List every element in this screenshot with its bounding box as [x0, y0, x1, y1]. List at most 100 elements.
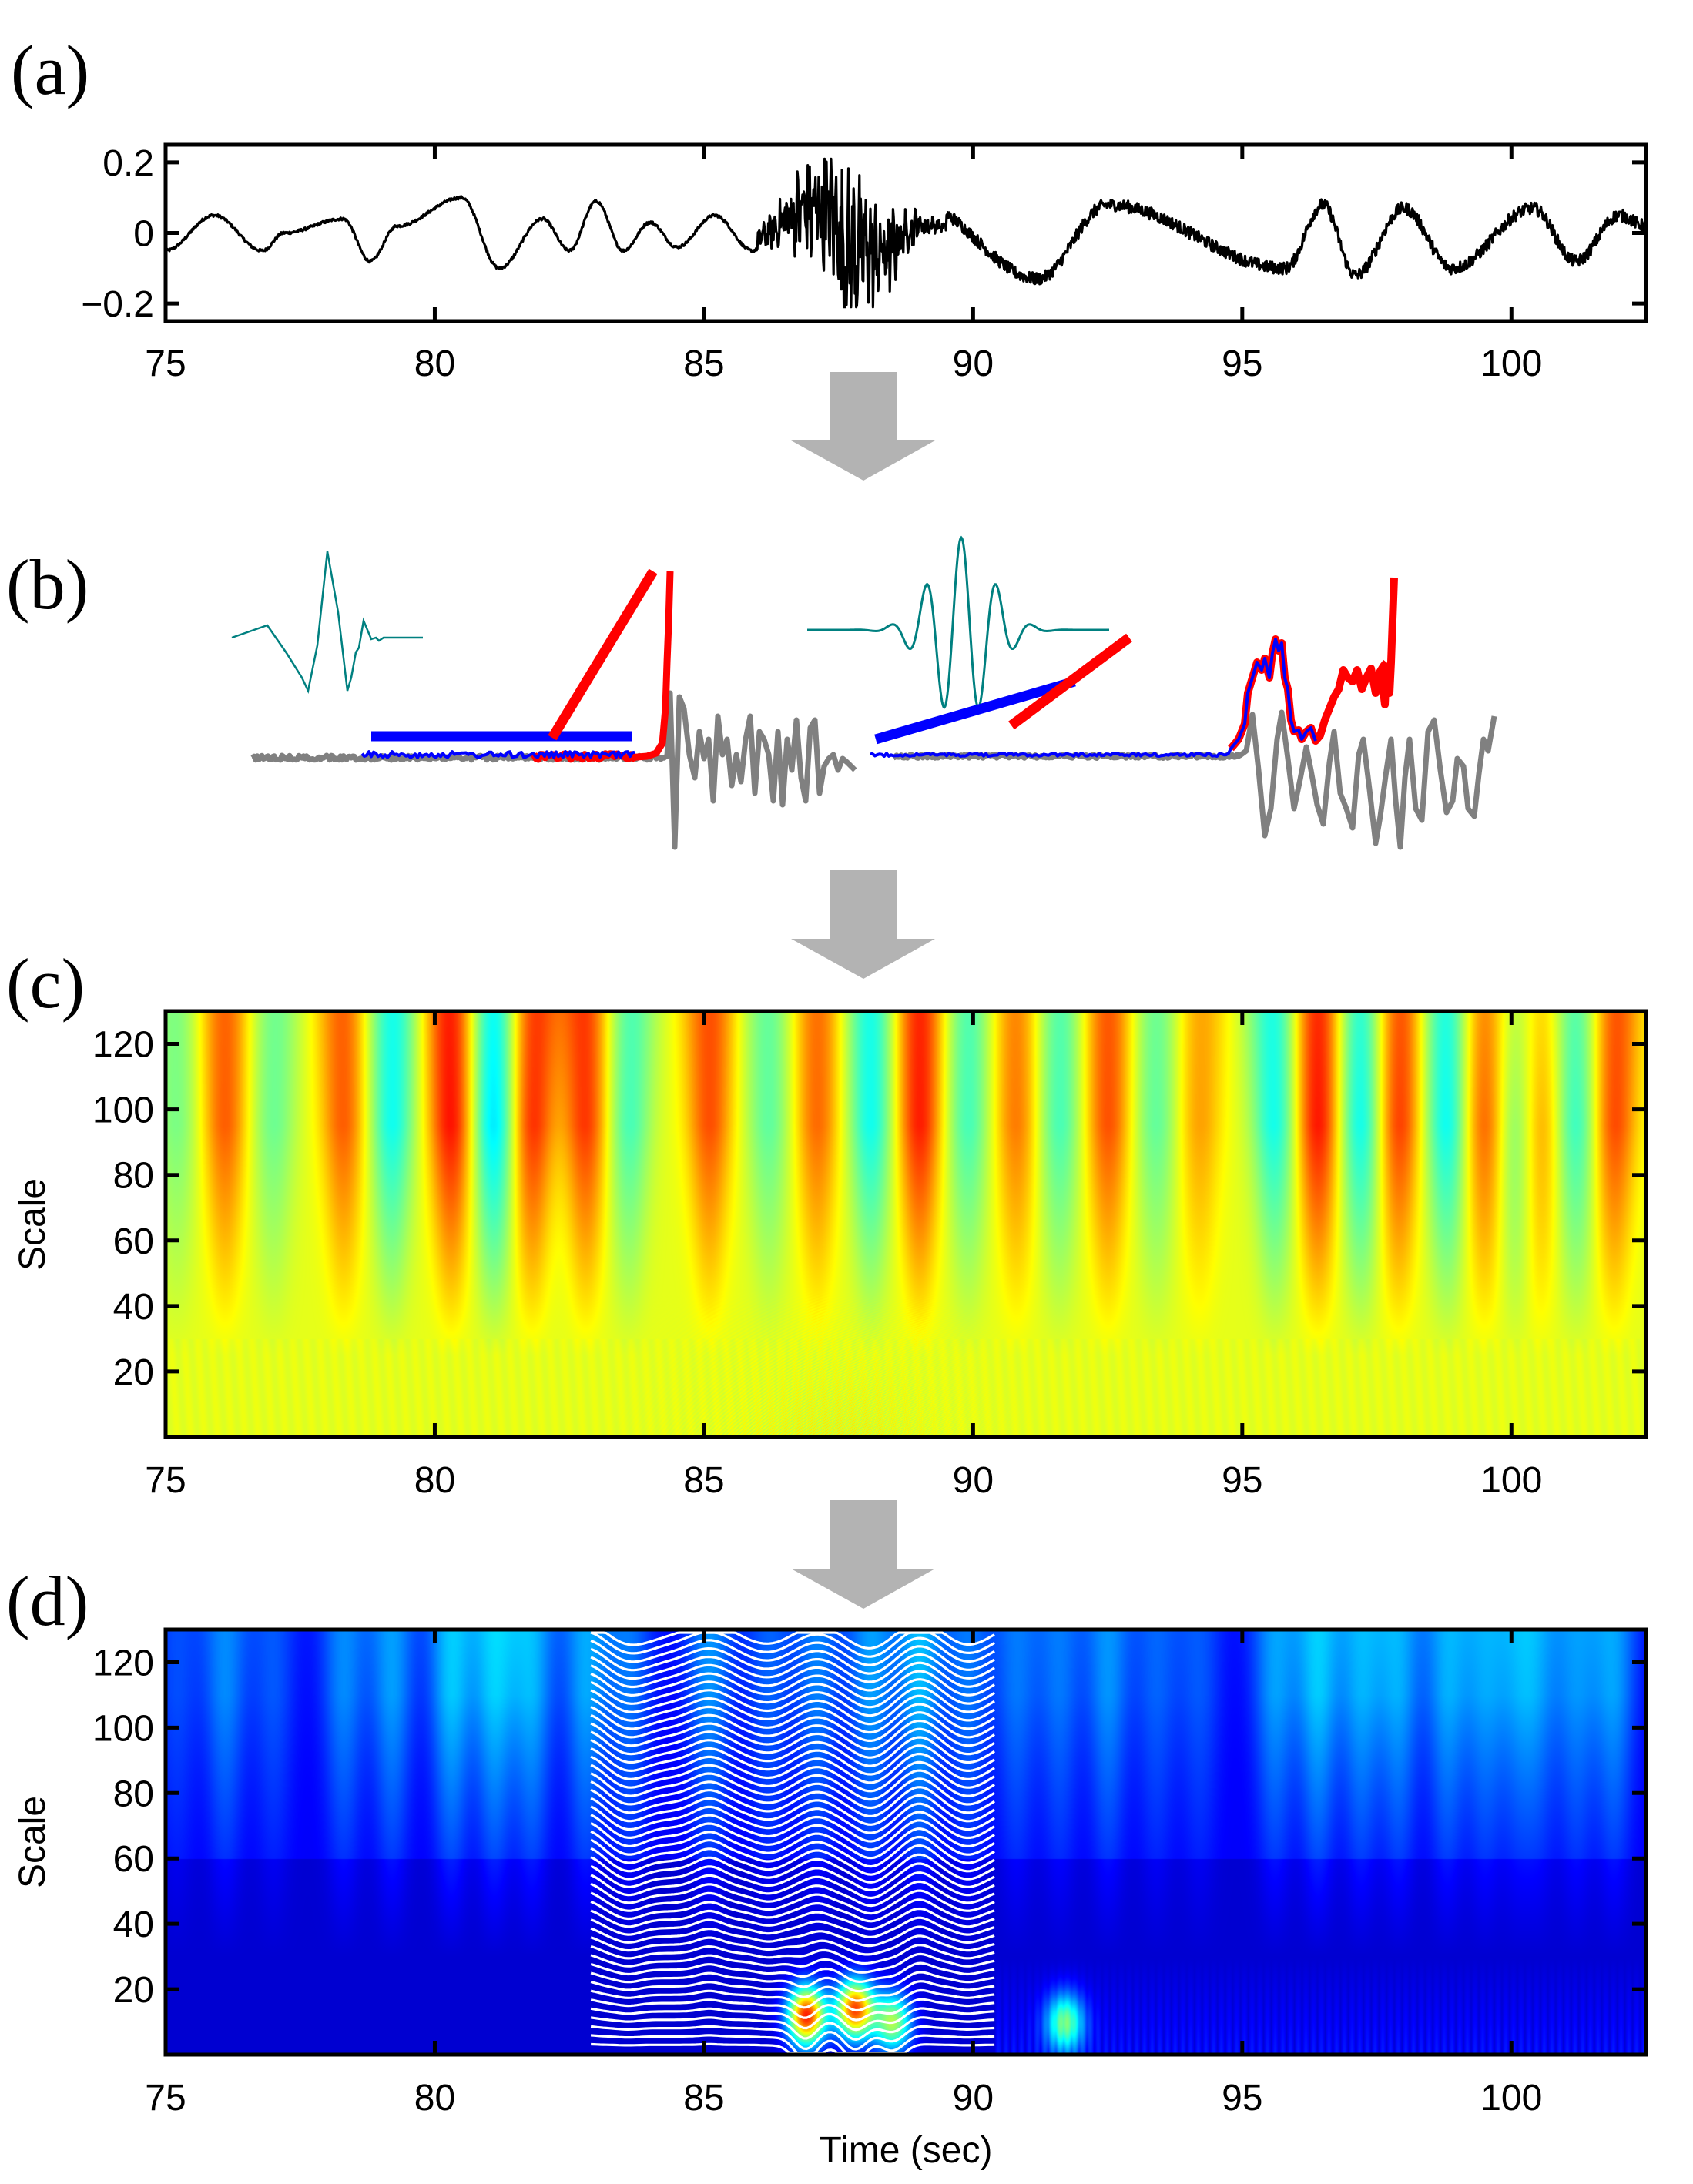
coefficient-trace	[590, 1711, 995, 1742]
coefficient-trace	[590, 1835, 995, 1868]
y-tick-label: 80	[113, 1774, 154, 1814]
y-tick-label: 100	[92, 1708, 154, 1749]
x-tick-label: 100	[1480, 1460, 1542, 1501]
y-tick-label: 0.2	[102, 143, 154, 184]
panel-d-x-tick-labels: 75 80 85 90 95 100	[145, 2078, 1542, 2119]
y-tick-label: 20	[113, 1352, 154, 1393]
coefficient-trace	[590, 2016, 995, 2042]
coefficient-trace	[590, 1636, 995, 1666]
coefficient-trace	[590, 1916, 995, 1939]
panel-c-heatmap	[166, 1011, 1646, 1437]
fit-line-blue-right	[874, 676, 1076, 745]
coefficient-trace	[590, 1980, 995, 2002]
trace-left	[250, 690, 857, 850]
coefficient-trace	[590, 1686, 995, 1717]
coefficient-trace	[590, 1760, 995, 1793]
coefficient-trace	[590, 1952, 995, 1974]
coefficient-trace	[590, 1934, 995, 1956]
panel-label-d: (d)	[6, 1562, 89, 1640]
coefficient-trace	[590, 1777, 995, 1810]
coefficient-trace	[590, 1653, 995, 1683]
x-tick-label: 95	[1222, 343, 1262, 384]
x-tick-label: 90	[953, 2078, 994, 2119]
y-tick-label: 40	[113, 1904, 154, 1945]
coefficient-trace	[590, 1880, 995, 1908]
coefficient-trace	[590, 1844, 995, 1876]
x-tick-label: 85	[683, 2078, 724, 2119]
coefficient-trace	[590, 1889, 995, 1915]
panel-label-c: (c)	[6, 944, 85, 1023]
trace-right	[892, 709, 1497, 850]
x-tick-label: 90	[953, 343, 994, 384]
coefficient-trace	[590, 1786, 995, 1818]
panel-d-ylabel: Scale	[12, 1796, 53, 1888]
panel-d-xlabel: Time (sec)	[820, 2130, 993, 2171]
x-tick-label: 75	[145, 343, 186, 384]
detection-segment-blue-right	[870, 638, 1317, 758]
x-tick-label: 100	[1480, 2078, 1542, 2119]
panel-label-b: (b)	[6, 545, 89, 624]
coefficient-trace	[590, 1819, 995, 1851]
coefficient-trace	[590, 1898, 995, 1923]
coefficient-trace	[590, 1988, 995, 2012]
coefficient-trace	[590, 1719, 995, 1750]
y-tick-label: 80	[113, 1156, 154, 1197]
panel-a-ticks	[163, 145, 1646, 321]
coefficient-trace	[590, 1853, 995, 1884]
coefficient-trace	[590, 1694, 995, 1726]
coefficient-trace	[590, 1961, 995, 1984]
coefficient-trace	[590, 1744, 995, 1776]
x-tick-label: 95	[1222, 2078, 1262, 2119]
panel-c-y-tick-labels: 120 100 80 60 40 20	[92, 1025, 154, 1393]
y-tick-label: 40	[113, 1287, 154, 1328]
panel-d-white-traces	[590, 1631, 995, 2055]
coefficient-trace	[590, 1661, 995, 1692]
y-tick-label: −0.2	[81, 284, 154, 325]
panel-b-schematic	[231, 535, 1497, 850]
x-tick-label: 95	[1222, 1460, 1262, 1501]
coefficient-trace	[590, 1925, 995, 1948]
panel-c-x-tick-labels: 75 80 85 90 95 100	[145, 1460, 1542, 1501]
coefficient-trace	[590, 1827, 995, 1860]
coefficient-trace	[590, 2034, 995, 2055]
coefficient-trace	[590, 1811, 995, 1843]
panel-d-frame	[163, 1627, 1648, 2057]
coefficient-trace	[590, 1862, 995, 1892]
coefficient-trace	[590, 1769, 995, 1801]
coefficient-trace	[590, 1794, 995, 1826]
x-tick-label: 75	[145, 2078, 186, 2119]
coefficient-trace	[590, 1736, 995, 1767]
x-tick-label: 85	[683, 343, 724, 384]
coefficient-trace	[590, 1703, 995, 1734]
y-tick-label: 100	[92, 1090, 154, 1131]
x-tick-label: 90	[953, 1460, 994, 1501]
wavelet-left	[231, 551, 423, 694]
y-tick-label: 120	[92, 1025, 154, 1066]
coefficient-trace	[590, 1727, 995, 1759]
coefficient-trace	[590, 1907, 995, 1931]
x-tick-label: 75	[145, 1460, 186, 1501]
panel-c-ticks	[163, 1011, 1646, 1437]
panel-label-a: (a)	[11, 31, 89, 109]
down-arrow-3	[791, 1500, 935, 1609]
panel-a-x-tick-labels: 75 80 85 90 95 100	[145, 343, 1542, 384]
coefficient-trace	[590, 1802, 995, 1834]
panel-a-timeseries: 75 80 85 90 95 100 0.2 0 −0.2	[81, 142, 1648, 384]
coefficient-trace	[590, 1645, 995, 1675]
coefficient-trace	[590, 1943, 995, 1965]
wavelet-right	[807, 535, 1109, 709]
coefficient-trace	[590, 2025, 995, 2051]
coefficient-trace	[590, 1871, 995, 1900]
panel-d-ticks	[163, 1630, 1646, 2055]
x-tick-label: 85	[683, 1460, 724, 1501]
coefficient-trace	[590, 1670, 995, 1700]
x-tick-label: 80	[414, 343, 455, 384]
fit-line-red-left	[548, 568, 658, 741]
x-tick-label: 80	[414, 1460, 455, 1501]
down-arrow-2	[791, 870, 935, 979]
y-tick-label: 0	[133, 214, 154, 255]
coefficient-trace	[590, 1998, 995, 2022]
panel-d-y-tick-labels: 120 100 80 60 40 20	[92, 1643, 154, 2011]
y-tick-label: 20	[113, 1970, 154, 2011]
down-arrow-1	[791, 372, 935, 481]
